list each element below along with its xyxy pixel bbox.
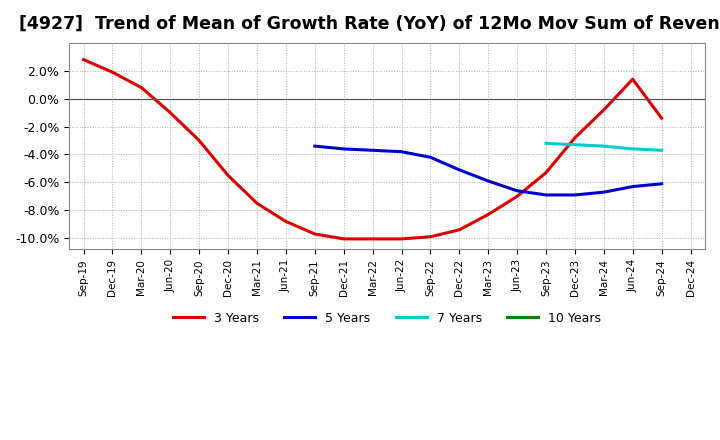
Legend: 3 Years, 5 Years, 7 Years, 10 Years: 3 Years, 5 Years, 7 Years, 10 Years [168,307,606,330]
Title: [4927]  Trend of Mean of Growth Rate (YoY) of 12Mo Mov Sum of Revenues: [4927] Trend of Mean of Growth Rate (YoY… [19,15,720,33]
